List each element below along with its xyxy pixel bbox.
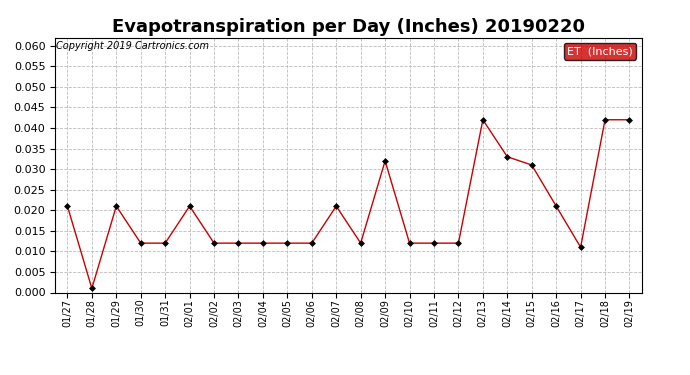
Text: Copyright 2019 Cartronics.com: Copyright 2019 Cartronics.com — [57, 41, 209, 51]
Title: Evapotranspiration per Day (Inches) 20190220: Evapotranspiration per Day (Inches) 2019… — [112, 18, 585, 36]
Legend: ET  (Inches): ET (Inches) — [564, 43, 636, 60]
